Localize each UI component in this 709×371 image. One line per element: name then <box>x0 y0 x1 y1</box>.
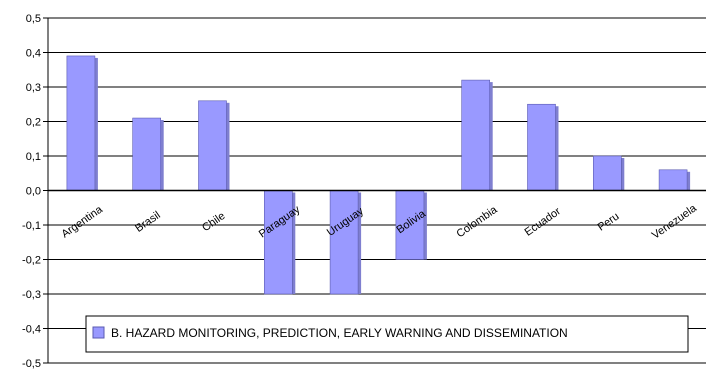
bar <box>66 55 96 191</box>
bar-shadow <box>226 102 230 191</box>
y-tick-label: -0,1 <box>22 220 41 232</box>
legend-label: B. HAZARD MONITORING, PREDICTION, EARLY … <box>111 326 568 340</box>
bar <box>263 190 293 295</box>
y-tick-label: 0,1 <box>26 151 41 163</box>
y-tick-label: -0,4 <box>22 324 41 336</box>
bar-shadow <box>160 120 164 191</box>
y-tick-label: -0,3 <box>22 289 41 301</box>
y-tick-label: -0,5 <box>22 358 41 370</box>
bars <box>66 55 691 295</box>
bar <box>329 190 359 295</box>
category-label: Colombia <box>455 203 501 240</box>
bar-shadow <box>687 171 691 191</box>
bar-shadow <box>358 192 362 294</box>
category-label: Venezuela <box>650 202 700 242</box>
category-label: Argentina <box>59 203 105 240</box>
y-tick-label: -0,2 <box>22 255 41 267</box>
y-tick-label: 0,2 <box>26 117 41 129</box>
legend-swatch <box>92 326 105 339</box>
category-label: Ecuador <box>523 205 564 239</box>
bar-shadow <box>489 82 493 191</box>
bar <box>132 117 161 191</box>
bar-shadow <box>292 192 296 294</box>
y-tick-label: 0,5 <box>26 13 41 25</box>
category-label: Brasil <box>133 209 162 235</box>
y-tick-label: 0,0 <box>26 186 41 198</box>
bar <box>658 169 688 191</box>
bar-shadow <box>423 192 427 260</box>
y-axis-ticks: 0,5 0,4 0,3 0,2 0,1 0,0 -0,1 -0,2 -0,3 -0,4 -0,5 <box>22 13 48 370</box>
bar <box>198 100 227 191</box>
y-tick-label: 0,3 <box>26 82 41 94</box>
legend: B. HAZARD MONITORING, PREDICTION, EARLY … <box>85 315 689 353</box>
bar <box>395 190 425 260</box>
category-label: Chile <box>200 210 227 234</box>
y-tick-label: 0,4 <box>26 48 41 60</box>
bar-shadow <box>555 106 559 191</box>
bar-shadow <box>621 158 625 191</box>
bar <box>527 103 556 191</box>
bar-shadow <box>94 57 98 191</box>
category-label: Peru <box>596 210 622 233</box>
bar <box>461 79 491 191</box>
bar <box>592 155 622 191</box>
axes <box>47 18 706 363</box>
category-labels: Argentina Brasil Chile Paraguay Uruguay Boliv… <box>59 202 699 242</box>
legend-box <box>85 315 689 353</box>
